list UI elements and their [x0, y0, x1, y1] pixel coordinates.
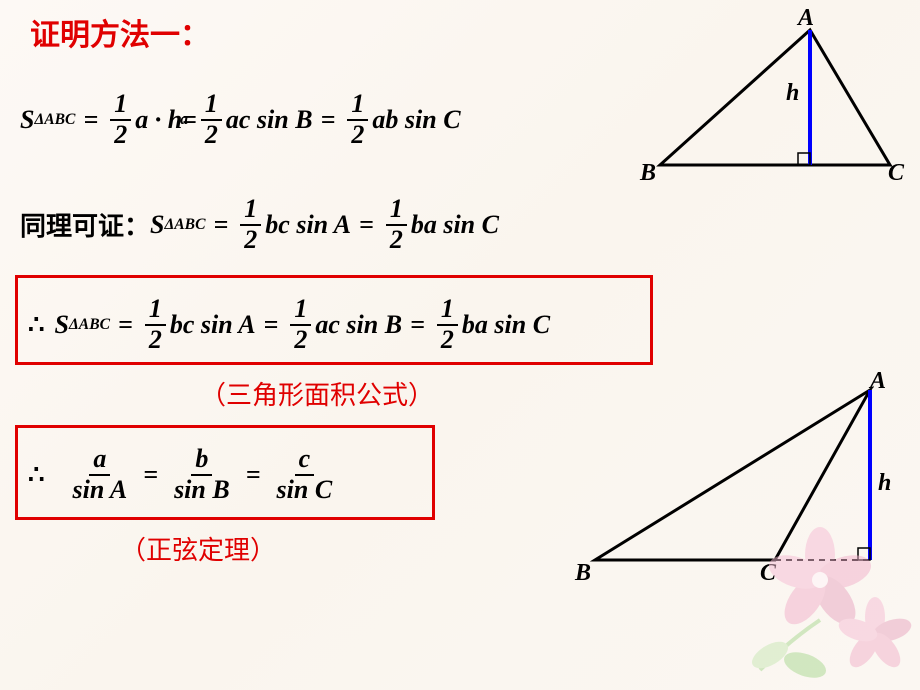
term-ac-sinB: ac sin B — [226, 105, 313, 135]
den: 2 — [145, 326, 166, 355]
den-sinB: sin B — [170, 476, 234, 505]
term-ba-sinC: ba sin C — [411, 210, 499, 240]
equals-6: = — [118, 310, 133, 340]
term-bc-sinA: bc sin A — [265, 210, 351, 240]
var-S: S — [20, 105, 34, 135]
diagram2-label-B: B — [575, 560, 591, 587]
num: 1 — [201, 90, 222, 121]
area-formula-caption: （三角形面积公式） — [200, 375, 434, 412]
den-sinA: sin A — [69, 476, 132, 505]
law-of-sines-caption: （正弦定理） — [120, 530, 276, 567]
den: 2 — [201, 121, 222, 150]
num: 1 — [145, 295, 166, 326]
num: 1 — [240, 195, 261, 226]
frac-c-sinC: c sin C — [273, 445, 337, 504]
diagram1-label-C: C — [888, 160, 904, 187]
equals-3: = — [321, 105, 336, 135]
proof-method-title: 证明方法一： — [30, 10, 210, 54]
term-ac-sinB-2: ac sin B — [315, 310, 402, 340]
sub-triangle-abc-3: ΔABC — [69, 316, 110, 334]
equation-box-2: ∴ a sin A = b sin B = c sin C — [28, 445, 340, 504]
frac-half-6: 1 2 — [145, 295, 166, 354]
diagram1-label-B: B — [640, 160, 656, 187]
den: 2 — [386, 226, 407, 255]
diagram2-label-A: A — [870, 368, 886, 395]
sub-triangle-abc: ΔABC — [34, 111, 75, 129]
flower-decoration-icon — [720, 520, 920, 690]
num-c: c — [295, 445, 315, 476]
equals-1: = — [83, 105, 98, 135]
den: 2 — [240, 226, 261, 255]
den: 2 — [347, 121, 368, 150]
frac-half-8: 1 2 — [437, 295, 458, 354]
frac-b-sinB: b sin B — [170, 445, 234, 504]
equals-2: = — [182, 105, 197, 135]
frac-half-7: 1 2 — [290, 295, 311, 354]
therefore-symbol-1: ∴ — [28, 310, 45, 340]
equals-10: = — [246, 460, 261, 490]
diagram2-label-h: h — [878, 470, 891, 497]
num-a: a — [89, 445, 110, 476]
equals-9: = — [143, 460, 158, 490]
num: 1 — [386, 195, 407, 226]
frac-half-4: 1 2 — [240, 195, 261, 254]
frac-a-sinA: a sin A — [69, 445, 132, 504]
num: 1 — [110, 90, 131, 121]
var-S-2: S — [150, 210, 164, 240]
term-a-h: a · h — [135, 105, 182, 135]
equals-8: = — [410, 310, 425, 340]
similarly-label: 同理可证： — [20, 206, 150, 243]
equation-box-1: ∴ S ΔABC = 1 2 bc sin A = 1 2 ac sin B =… — [28, 295, 550, 354]
den-sinC: sin C — [273, 476, 337, 505]
sub-triangle-abc-2: ΔABC — [164, 216, 205, 234]
frac-half-5: 1 2 — [386, 195, 407, 254]
equation-line-1: S ΔABC = 1 2 a · h a = 1 2 ac sin B = 1 … — [20, 90, 461, 149]
equals-4: = — [213, 210, 228, 240]
num: 1 — [347, 90, 368, 121]
num: 1 — [437, 295, 458, 326]
num-b: b — [191, 445, 212, 476]
term-bc-sinA-2: bc sin A — [170, 310, 256, 340]
den: 2 — [110, 121, 131, 150]
equals-5: = — [359, 210, 374, 240]
equals-7: = — [264, 310, 279, 340]
therefore-symbol-2: ∴ — [28, 460, 45, 490]
diagram1-label-A: A — [798, 5, 814, 32]
diagram1-label-h: h — [786, 80, 799, 107]
var-S-3: S — [55, 310, 69, 340]
equation-line-2: 同理可证： S ΔABC = 1 2 bc sin A = 1 2 ba sin… — [20, 195, 499, 254]
term-ba-sinC-2: ba sin C — [462, 310, 550, 340]
frac-half-1: 1 2 — [110, 90, 131, 149]
triangle-diagram-1 — [640, 10, 905, 185]
term-ab-sinC: ab sin C — [372, 105, 460, 135]
den: 2 — [437, 326, 458, 355]
num: 1 — [290, 295, 311, 326]
den: 2 — [290, 326, 311, 355]
frac-half-3: 1 2 — [347, 90, 368, 149]
frac-half-2: 1 2 — [201, 90, 222, 149]
